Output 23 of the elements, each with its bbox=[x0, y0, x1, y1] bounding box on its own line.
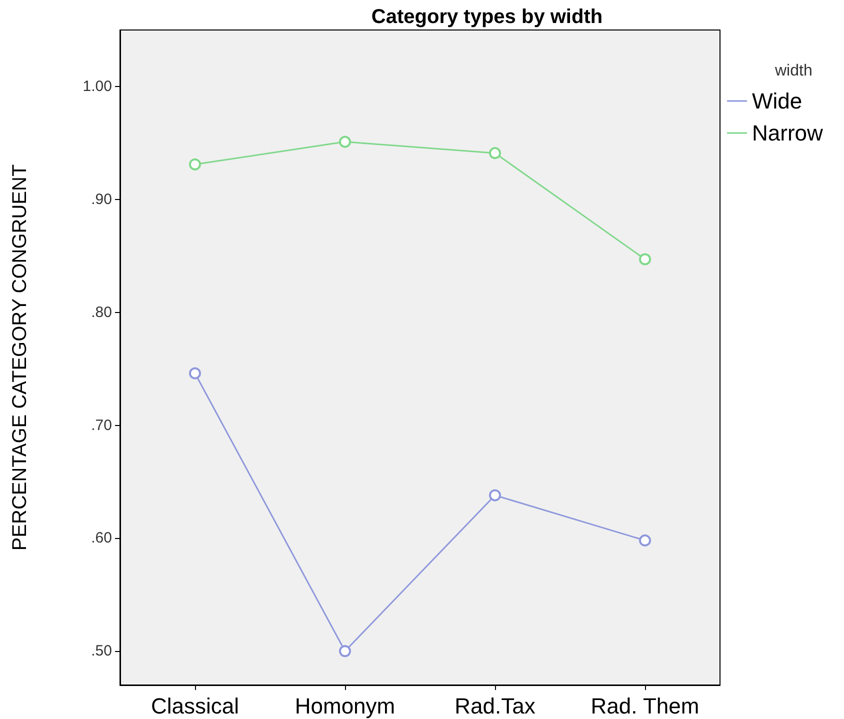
legend-title: width bbox=[774, 62, 812, 80]
point bbox=[489, 489, 501, 502]
chart-title: Category types by width bbox=[371, 6, 603, 28]
point bbox=[639, 534, 651, 546]
x-tick-label: Rad. Them bbox=[590, 694, 700, 718]
point bbox=[189, 158, 201, 170]
x-tick-label: Rad.Tax bbox=[454, 694, 536, 718]
y-tick-label: .70 bbox=[91, 416, 112, 434]
point bbox=[489, 147, 501, 160]
point bbox=[339, 136, 351, 148]
y-axis-title: PERCENTAGE CATEGORY CONGRUENT bbox=[9, 164, 31, 551]
point bbox=[339, 645, 351, 658]
point bbox=[189, 367, 201, 380]
y-tick-label: .80 bbox=[91, 304, 112, 321]
y-tick-label: .50 bbox=[91, 642, 112, 660]
x-tick-label: Homonym bbox=[294, 694, 396, 718]
legend-label: Wide bbox=[752, 88, 802, 114]
y-tick-label: 1.00 bbox=[82, 78, 112, 95]
y-tick-label: .90 bbox=[91, 190, 112, 208]
point bbox=[639, 253, 651, 266]
y-tick-label: .60 bbox=[91, 530, 112, 547]
x-tick-label: Classical bbox=[150, 694, 240, 718]
legend-label: Narrow bbox=[752, 120, 824, 146]
